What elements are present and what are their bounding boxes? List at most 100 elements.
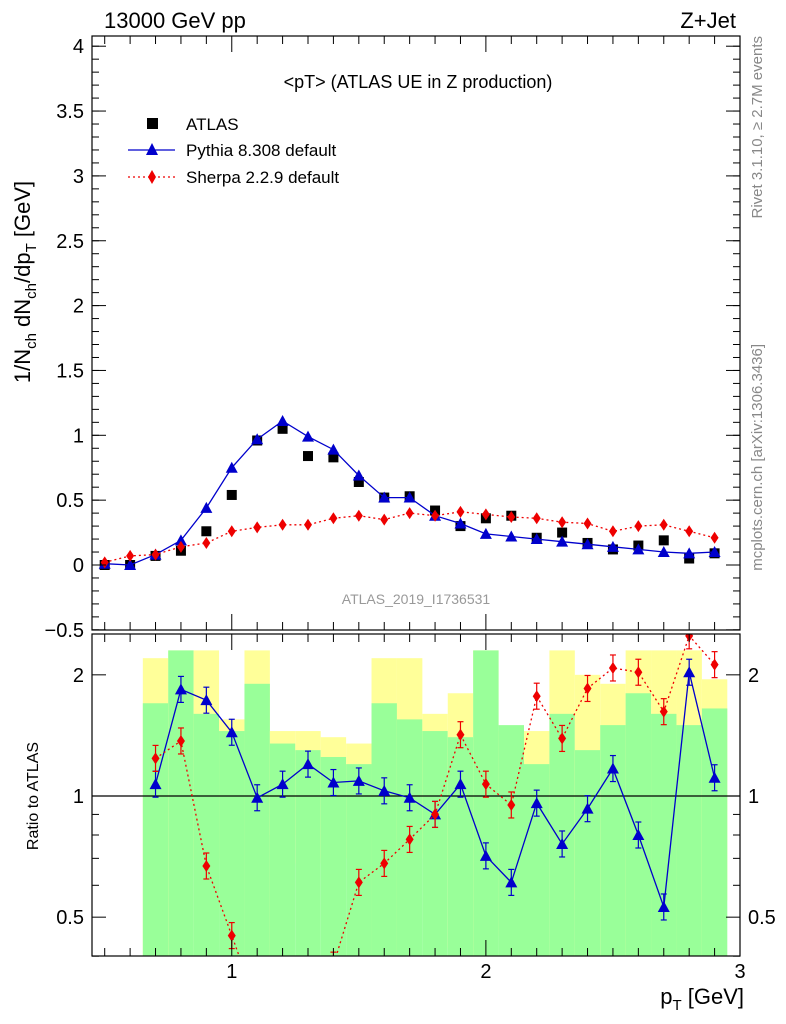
sherpa-point — [354, 509, 363, 522]
sherpa-point — [329, 512, 338, 525]
y-tick-label: 1.5 — [56, 360, 84, 382]
uncertainty-band-inner — [701, 708, 728, 956]
y-tick-label: 0 — [73, 555, 84, 577]
atlas-data-point — [328, 452, 339, 463]
pythia-point — [403, 491, 416, 503]
x-tick-label: 1 — [226, 961, 237, 983]
y-tick-label: −0.5 — [45, 620, 84, 642]
pythia-ratio-point — [327, 776, 340, 788]
sherpa-point — [405, 507, 414, 520]
sherpa-point — [659, 518, 668, 531]
sherpa-point — [304, 518, 312, 531]
x-tick-label: 3 — [734, 961, 745, 983]
pythia-point — [124, 559, 137, 570]
pythia-ratio-point — [581, 802, 594, 814]
uncertainty-band-inner — [193, 713, 220, 956]
sherpa-point — [431, 509, 440, 522]
ratio-y-tick-label: 2 — [73, 665, 84, 687]
pythia-point — [708, 546, 721, 558]
y-tick-label: 3 — [73, 166, 84, 188]
atlas-data-point — [303, 451, 313, 462]
pythia-ratio-point — [174, 683, 187, 695]
sherpa-ratio-point — [634, 666, 643, 679]
pythia-ratio-point — [505, 876, 518, 888]
plot-title: <pT> (ATLAS UE in Z production) — [284, 72, 553, 92]
uncertainty-band-inner — [396, 719, 423, 956]
pythia-ratio-point — [708, 771, 721, 783]
sherpa-ratio-point — [329, 959, 337, 971]
pythia-ratio-point — [606, 762, 619, 774]
pythia-point — [454, 517, 467, 529]
sherpa-ratio-point — [710, 658, 719, 671]
y-tick-label: 4 — [73, 36, 84, 58]
legend-atlas-marker — [147, 118, 158, 129]
uncertainty-band-inner — [676, 725, 702, 956]
uncertainty-band-inner — [498, 725, 524, 956]
pythia-ratio-point — [632, 829, 645, 841]
uncertainty-band-inner — [473, 650, 499, 956]
ratio-y-tick-label-right: 0.5 — [748, 907, 776, 929]
uncertainty-band-inner — [625, 693, 652, 956]
sherpa-point — [583, 517, 592, 530]
pythia-point — [225, 461, 238, 473]
sherpa-ratio-point — [304, 1000, 312, 1012]
y-tick-label: 0.5 — [56, 490, 84, 512]
atlas-data-point — [684, 553, 695, 564]
y-axis-title-bottom: Ratio to ATLAS — [25, 742, 42, 850]
main-panel-frame — [91, 35, 741, 631]
uncertainty-band-inner — [651, 713, 677, 956]
sherpa-point — [253, 521, 262, 534]
atlas-data-point — [557, 527, 568, 538]
sherpa-ratio-point — [279, 1000, 287, 1012]
pythia-point — [276, 415, 289, 427]
sherpa-point — [507, 511, 516, 524]
pythia-ratio-point — [378, 784, 391, 796]
pythia-point — [479, 527, 492, 539]
pythia-ratio-point — [479, 849, 492, 861]
sherpa-point — [176, 540, 185, 553]
legend-label: Sherpa 2.2.9 default — [186, 168, 339, 187]
sherpa-ratio-point — [456, 728, 465, 741]
mcplots-label: mcplots.cern.ch [arXiv:1306.3436] — [749, 344, 766, 571]
atlas-data-point — [201, 526, 212, 537]
sherpa-ratio-point — [227, 929, 236, 942]
ratio-y-tick-label: 1 — [73, 786, 84, 808]
legend: ATLAS Pythia 8.308 default Sherpa 2.2.9 de… — [128, 115, 339, 187]
sherpa-point — [227, 525, 236, 538]
pythia-ratio-point — [454, 778, 467, 790]
sherpa-ratio-point — [507, 798, 516, 811]
ratio-panel: 0.5 0.5 1 1 2 2 1 2 3 — [56, 633, 776, 1012]
sherpa-point — [634, 520, 643, 533]
sherpa-ratio-point — [202, 860, 211, 873]
x-tick-label: 2 — [480, 961, 491, 983]
sherpa-ratio-point — [608, 661, 617, 674]
pythia-ratio-point — [225, 726, 238, 738]
atlas-data-point — [658, 535, 669, 546]
uncertainty-band-inner — [549, 713, 575, 956]
sherpa-point — [278, 518, 287, 531]
pythia-point — [581, 538, 594, 550]
pythia-point — [683, 547, 696, 559]
x-axis-title: pT [GeV] — [660, 984, 744, 1014]
y-tick-label: 3.5 — [56, 101, 84, 123]
pythia-point — [505, 530, 518, 542]
sherpa-ratio-point — [151, 752, 160, 765]
pythia-point — [327, 443, 340, 455]
uncertainty-band-inner — [574, 750, 601, 956]
sherpa-ratio-point — [583, 682, 592, 695]
sherpa-point — [380, 513, 389, 526]
pythia-point — [174, 534, 187, 546]
sherpa-point — [608, 525, 617, 538]
pythia-ratio-point — [352, 774, 365, 786]
sherpa-ratio-point — [481, 778, 490, 791]
pythia-point — [530, 533, 543, 545]
uncertainty-band-inner — [219, 731, 245, 956]
legend-label: Pythia 8.308 default — [186, 141, 337, 160]
sherpa-point — [481, 508, 490, 521]
sherpa-point — [710, 531, 719, 544]
ratio-panel-frame — [91, 633, 741, 957]
pythia-ratio-point — [149, 778, 162, 790]
pythia-ratio-point — [251, 791, 264, 803]
rivet-label: Rivet 3.1.10, ≥ 2.7M events — [749, 36, 766, 219]
